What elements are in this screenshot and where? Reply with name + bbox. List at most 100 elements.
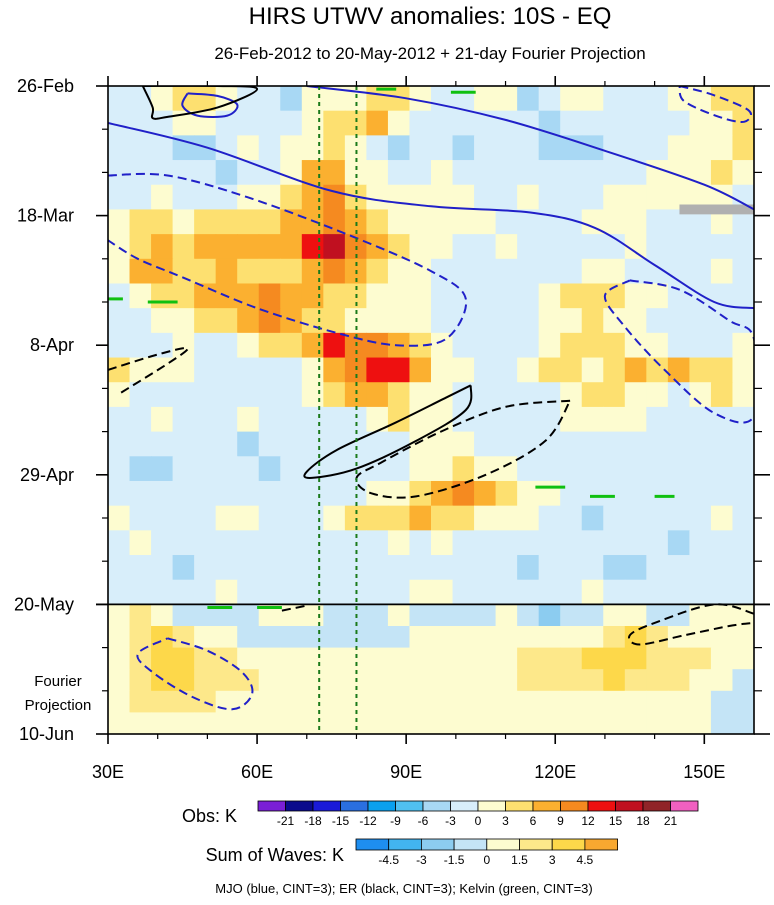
heatmap-cell bbox=[646, 690, 669, 713]
heatmap-cell bbox=[603, 234, 626, 260]
heatmap-cell bbox=[237, 258, 260, 285]
heatmap-cell bbox=[431, 555, 454, 581]
heatmap-cell bbox=[194, 86, 217, 112]
heatmap-cell bbox=[366, 332, 389, 359]
heatmap-cell bbox=[301, 530, 324, 556]
heatmap-cell bbox=[710, 480, 734, 507]
colorbar-title: Obs: K bbox=[182, 806, 237, 826]
heatmap-cell bbox=[710, 431, 734, 457]
heatmap-cell bbox=[387, 505, 411, 531]
heatmap-cell bbox=[603, 110, 626, 136]
heatmap-cell bbox=[689, 110, 712, 136]
heatmap-cell bbox=[689, 431, 712, 457]
heatmap-cell bbox=[560, 258, 583, 285]
heatmap-cell bbox=[667, 184, 690, 211]
heatmap-cell bbox=[409, 690, 432, 713]
heatmap-cell bbox=[194, 160, 217, 186]
heatmap-cell bbox=[323, 258, 346, 285]
heatmap-cell bbox=[431, 258, 454, 285]
heatmap-cell bbox=[452, 357, 475, 383]
heatmap-cell bbox=[452, 209, 475, 235]
colorbar-tick-label: -4.5 bbox=[378, 853, 399, 867]
heatmap-cell bbox=[108, 431, 131, 457]
heatmap-cell bbox=[280, 357, 303, 383]
heatmap-cell bbox=[129, 283, 152, 309]
heatmap-cell bbox=[108, 160, 131, 186]
heatmap-cell bbox=[603, 184, 626, 211]
heatmap-cell bbox=[409, 669, 432, 692]
heatmap-cell bbox=[215, 555, 238, 581]
heatmap-cell bbox=[495, 505, 518, 531]
heatmap-cell bbox=[646, 406, 669, 433]
heatmap-cell bbox=[129, 382, 152, 408]
heatmap-cell bbox=[474, 480, 497, 507]
heatmap-cell bbox=[194, 431, 217, 457]
heatmap-cell bbox=[732, 234, 754, 260]
heatmap-cell bbox=[474, 308, 497, 334]
colorbar-tick-label: 6 bbox=[530, 814, 537, 828]
heatmap-cell bbox=[624, 283, 647, 309]
heatmap-cell bbox=[194, 480, 217, 507]
heatmap-cell bbox=[689, 505, 712, 531]
heatmap-cell bbox=[344, 647, 367, 670]
chart-subtitle: 26-Feb-2012 to 20-May-2012 + 21-day Four… bbox=[214, 44, 645, 63]
heatmap-cell bbox=[431, 160, 454, 186]
heatmap-cell bbox=[387, 480, 411, 507]
colorbar-swatch bbox=[367, 800, 396, 812]
heatmap-cell bbox=[258, 184, 281, 211]
heatmap-cell bbox=[323, 604, 346, 627]
heatmap-cell bbox=[452, 431, 475, 457]
heatmap-cell bbox=[474, 406, 497, 433]
heatmap-cell bbox=[581, 669, 604, 692]
heatmap-cell bbox=[581, 690, 604, 713]
heatmap-cell bbox=[194, 456, 217, 482]
heatmap-cell bbox=[689, 382, 712, 408]
heatmap-cell bbox=[667, 308, 690, 334]
heatmap-cell bbox=[603, 308, 626, 334]
heatmap-cell bbox=[646, 431, 669, 457]
heatmap-cell bbox=[387, 604, 411, 627]
heatmap-cell bbox=[301, 669, 324, 692]
heatmap-cell bbox=[624, 505, 647, 531]
heatmap-cell bbox=[624, 184, 647, 211]
colorbar-tick-label: 3 bbox=[502, 814, 509, 828]
heatmap-cell bbox=[710, 530, 734, 556]
heatmap-cell bbox=[538, 505, 561, 531]
heatmap-cell bbox=[431, 283, 454, 309]
heatmap-cell bbox=[151, 647, 174, 670]
heatmap-cell bbox=[258, 456, 281, 482]
heatmap-cell bbox=[624, 555, 647, 581]
heatmap-cell bbox=[603, 332, 626, 359]
heatmap-cell bbox=[409, 431, 432, 457]
heatmap-cell bbox=[280, 712, 303, 734]
heatmap-cell bbox=[732, 712, 754, 734]
heatmap-cell bbox=[646, 258, 669, 285]
heatmap-cell bbox=[710, 669, 734, 692]
heatmap-cell bbox=[237, 480, 260, 507]
heatmap-cell bbox=[129, 209, 152, 235]
heatmap-cell bbox=[129, 604, 152, 627]
heatmap-cell bbox=[129, 431, 152, 457]
heatmap-cell bbox=[280, 258, 303, 285]
heatmap-cell bbox=[215, 308, 238, 334]
heatmap-cell bbox=[237, 456, 260, 482]
heatmap-cell bbox=[624, 135, 647, 161]
heatmap-cell bbox=[495, 234, 518, 260]
heatmap-cell bbox=[474, 555, 497, 581]
heatmap-cell bbox=[323, 669, 346, 692]
heatmap-cell bbox=[301, 160, 324, 186]
heatmap-cell bbox=[344, 110, 367, 136]
heatmap-cell bbox=[366, 283, 389, 309]
colorbar-swatch bbox=[486, 838, 520, 851]
heatmap-cell bbox=[344, 690, 367, 713]
heatmap-cell bbox=[646, 308, 669, 334]
heatmap-cell bbox=[624, 690, 647, 713]
heatmap-cell bbox=[560, 160, 583, 186]
heatmap-cell bbox=[301, 86, 324, 112]
y-tick-label: 26-Feb bbox=[17, 76, 74, 96]
heatmap-cell bbox=[452, 110, 475, 136]
heatmap-cell bbox=[560, 690, 583, 713]
heatmap-cell bbox=[108, 530, 131, 556]
heatmap-cell bbox=[301, 647, 324, 670]
heatmap-cell bbox=[538, 382, 561, 408]
